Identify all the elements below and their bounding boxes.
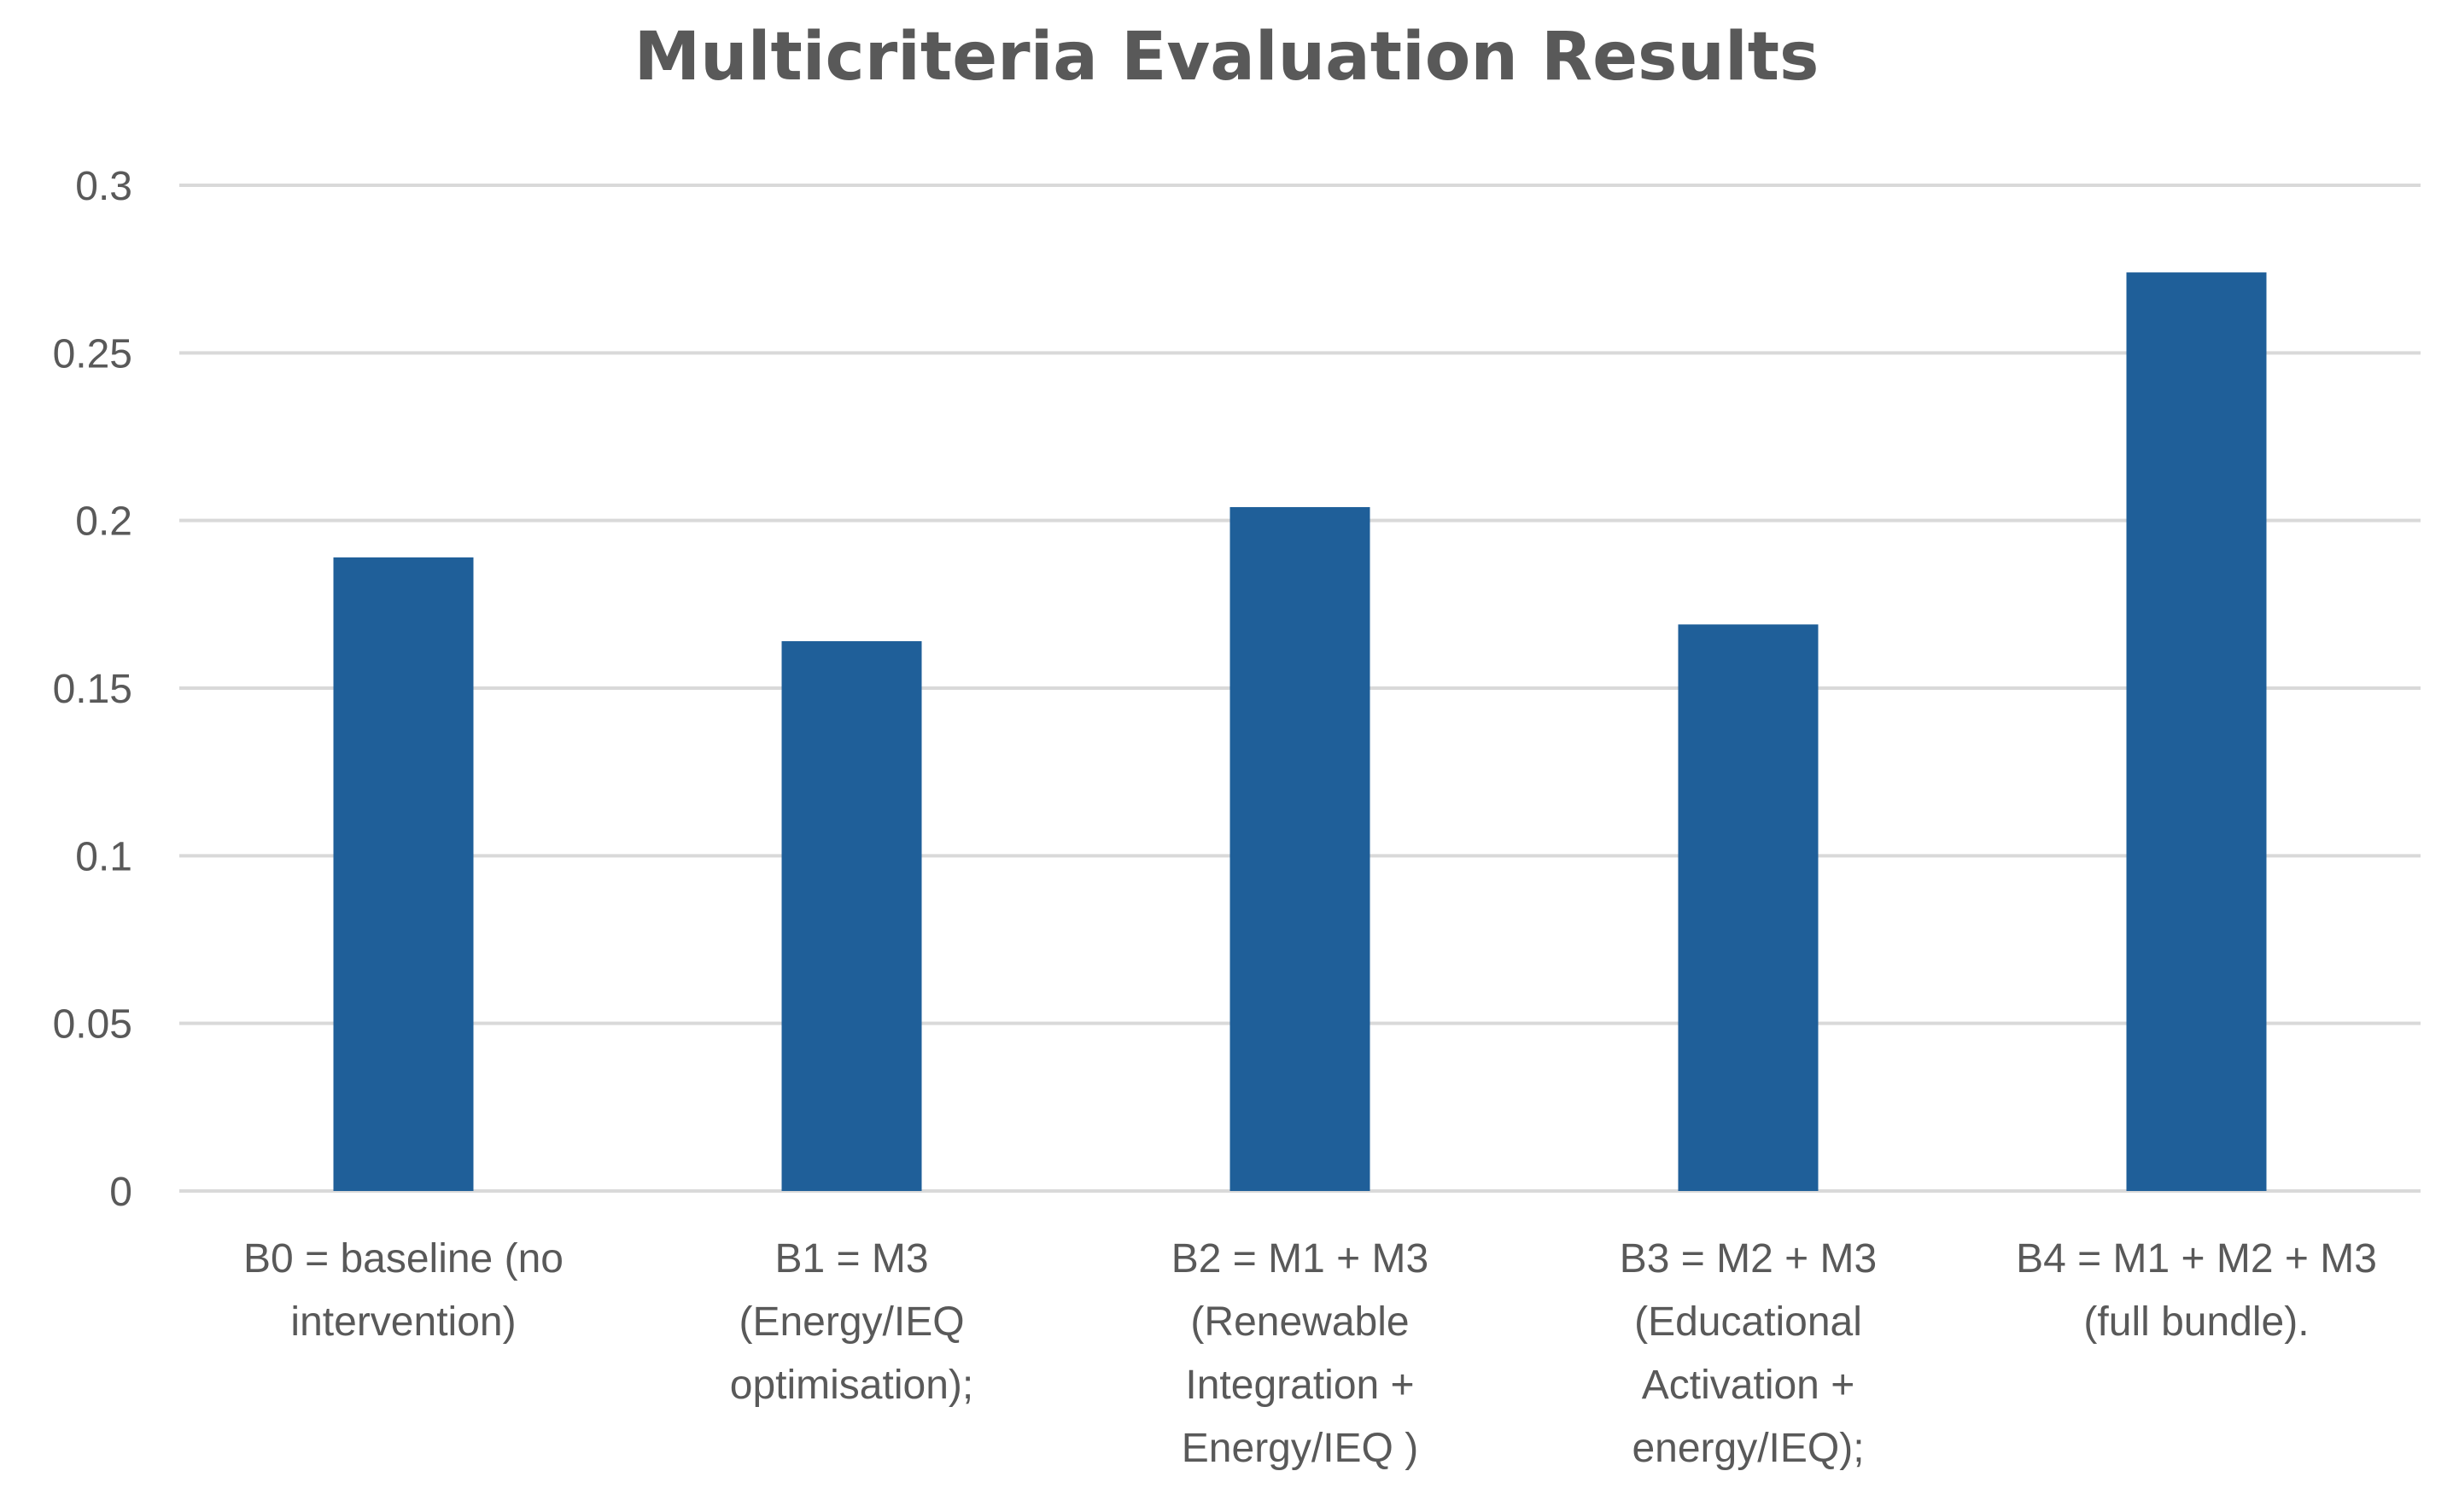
y-tick-label: 0.2 (75, 499, 132, 545)
y-tick-label: 0 (109, 1170, 132, 1215)
bar (333, 557, 474, 1191)
x-tick-label-line: B4 = M1 + M2 + M3 (2016, 1236, 2377, 1281)
y-tick-label: 0.05 (53, 1002, 132, 1048)
x-tick-label-line: optimisation); (730, 1363, 973, 1408)
x-tick-label-line: Energy/IEQ ) (1182, 1426, 1418, 1471)
chart-title: Multicriteria Evaluation Results (634, 19, 1819, 96)
x-tick-label-line: Activation + (1642, 1363, 1854, 1408)
x-tick-label-line: intervention) (290, 1299, 516, 1345)
bars (333, 272, 2267, 1192)
x-tick-label-line: B1 = M3 (774, 1236, 928, 1281)
x-tick-label: B0 = baseline (no intervention) (243, 1236, 564, 1345)
y-axis-ticks: 0 0.05 0.1 0.15 0.2 0.25 0.3 (53, 164, 132, 1215)
x-tick-label-line: B2 = M1 + M3 (1171, 1236, 1428, 1281)
x-tick-label: B3 = M2 + M3 (Educational Activation + ener… (1620, 1236, 1877, 1471)
x-tick-label-line: (full bundle). (2083, 1299, 2309, 1345)
bar (1229, 506, 1370, 1191)
x-tick-label: B4 = M1 + M2 + M3 (full bundle). (2016, 1236, 2377, 1345)
x-axis-ticks: B0 = baseline (no intervention) B1 = M3 (En… (243, 1236, 2377, 1471)
bar (2126, 272, 2267, 1192)
bar (1678, 624, 1819, 1191)
x-tick-label-line: (Educational (1634, 1299, 1862, 1345)
y-tick-label: 0.1 (75, 834, 132, 879)
x-tick-label-line: energy/IEQ); (1632, 1426, 1864, 1471)
x-tick-label-line: (Energy/IEQ (739, 1299, 964, 1345)
y-tick-label: 0.15 (53, 667, 132, 712)
x-tick-label-line: (Renewable (1190, 1299, 1409, 1345)
x-tick-label-line: Integration + (1185, 1363, 1414, 1408)
x-tick-label: B2 = M1 + M3 (Renewable Integration + Energ… (1171, 1236, 1428, 1471)
y-tick-label: 0.25 (53, 331, 132, 377)
x-tick-label: B1 = M3 (Energy/IEQ optimisation); (730, 1236, 973, 1408)
x-tick-label-line: B3 = M2 + M3 (1620, 1236, 1877, 1281)
y-tick-label: 0.3 (75, 164, 132, 209)
x-tick-label-line: B0 = baseline (no (243, 1236, 564, 1281)
bar (781, 641, 922, 1191)
